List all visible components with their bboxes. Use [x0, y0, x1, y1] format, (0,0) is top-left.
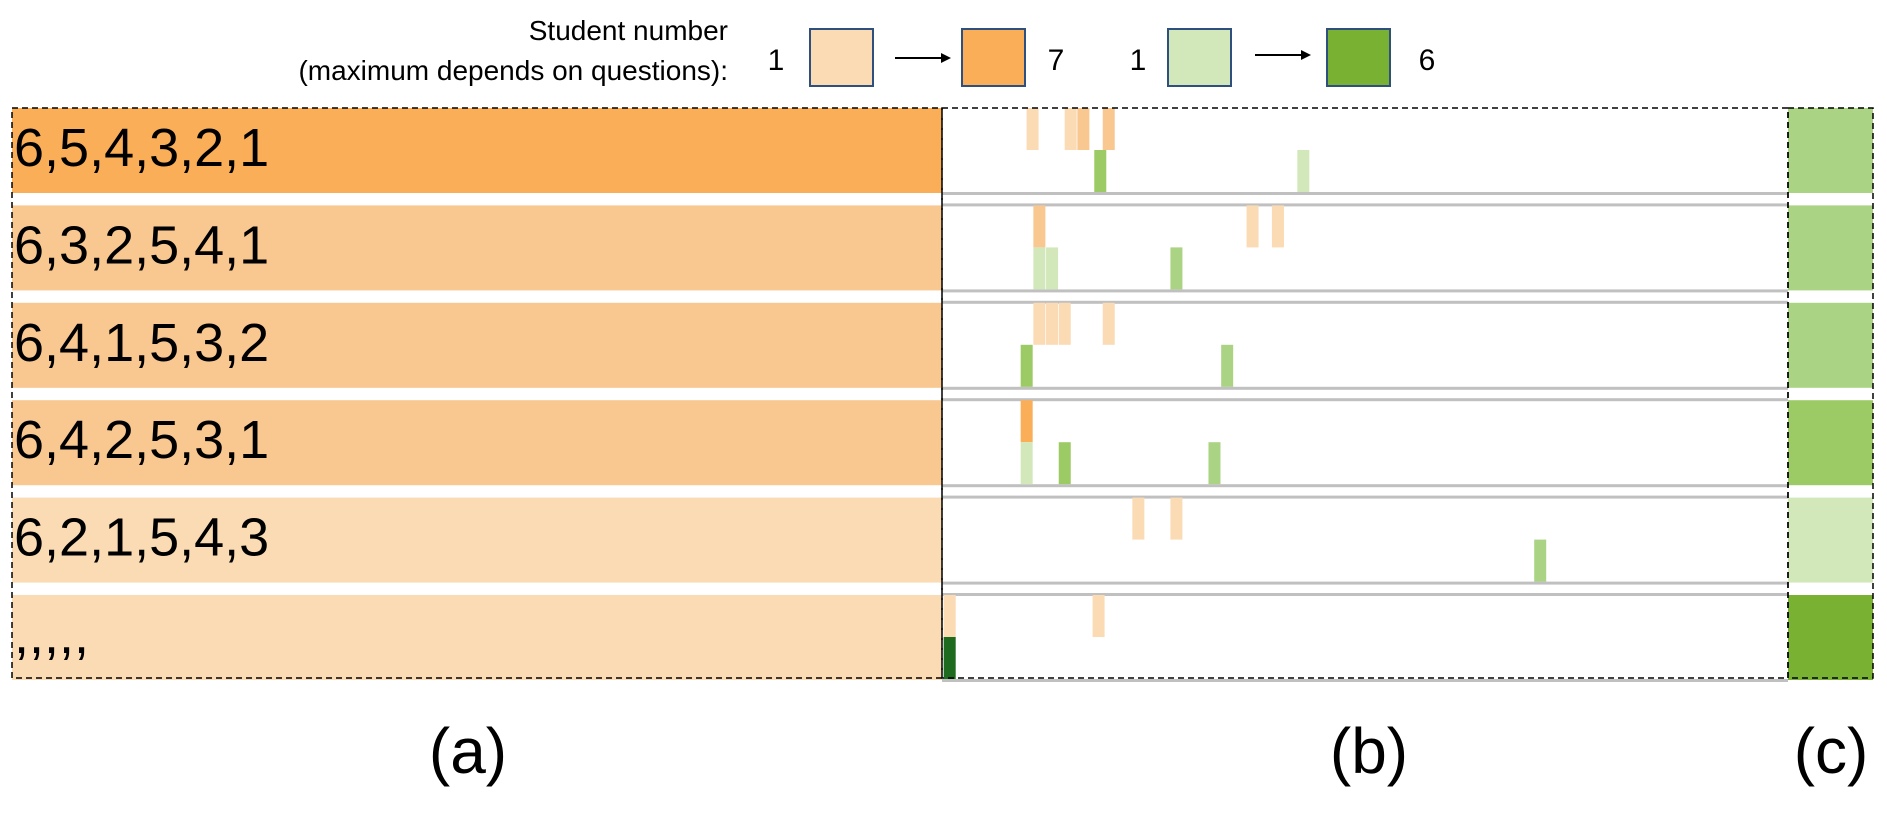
orange-tick — [1092, 595, 1105, 637]
row-separator — [942, 679, 1788, 682]
rows: 6,5,4,3,2,1 6,3,2,5,4,1 6,4,1,5,3,2 6,4,2,5… — [12, 108, 1873, 682]
row-separator — [942, 289, 1788, 293]
sequence-bar — [12, 400, 942, 486]
panel-a-border — [11, 107, 943, 679]
legend-green-max: 6 — [1419, 44, 1436, 77]
legend: Student number (maximum depends on quest… — [298, 15, 1436, 87]
orange-tick — [1033, 302, 1046, 345]
row-6: ,,,,, — [12, 593, 1873, 682]
sequence-bar — [12, 595, 942, 680]
summary-cell — [1788, 400, 1873, 486]
orange-tick — [943, 595, 956, 637]
legend-title-line2: (maximum depends on questions): — [298, 55, 728, 86]
orange-tick — [1046, 302, 1059, 345]
green-tick — [1534, 539, 1547, 582]
sequence-label: 6,4,1,5,3,2 — [14, 313, 269, 373]
summary-cell — [1788, 108, 1873, 193]
orange-tick — [1064, 108, 1077, 150]
legend-green-arrowhead — [1301, 50, 1311, 60]
green-tick — [1033, 247, 1046, 290]
sequence-label: 6,2,1,5,4,3 — [14, 508, 269, 568]
panel-c-border — [1787, 107, 1874, 679]
row-separator — [942, 484, 1788, 488]
sequence-bar — [12, 108, 942, 193]
row-2: 6,3,2,5,4,1 — [12, 203, 1873, 293]
row-3: 6,4,1,5,3,2 — [12, 300, 1873, 390]
sequence-bar — [12, 302, 942, 388]
row-separator — [942, 386, 1788, 390]
legend-orange-arrowhead — [941, 53, 951, 63]
panel-label-c: (c) — [1794, 715, 1869, 787]
panel-label-a: (a) — [429, 715, 507, 787]
orange-tick — [1246, 205, 1259, 248]
row-separator-top — [942, 300, 1788, 304]
orange-tick — [1271, 205, 1284, 248]
row-separator — [942, 581, 1788, 585]
green-tick — [1297, 150, 1310, 192]
green-tick — [943, 637, 956, 679]
orange-tick — [1102, 302, 1115, 345]
orange-tick — [1033, 205, 1046, 248]
sequence-label: ,,,,, — [14, 605, 89, 665]
green-tick — [1020, 442, 1033, 485]
summary-cell — [1788, 302, 1873, 388]
legend-orange-min: 1 — [768, 44, 785, 77]
row-separator-top — [942, 593, 1788, 596]
orange-tick — [1170, 497, 1183, 540]
legend-title-line1: Student number — [529, 15, 728, 46]
summary-cell — [1788, 595, 1873, 680]
green-tick — [1046, 247, 1059, 290]
panel-label-b: (b) — [1330, 715, 1408, 787]
legend-green-min-swatch — [1167, 28, 1232, 87]
orange-tick — [1020, 400, 1033, 443]
row-separator — [942, 192, 1788, 195]
orange-tick — [1058, 302, 1071, 345]
green-tick — [1170, 247, 1183, 290]
row-4: 6,4,2,5,3,1 — [12, 398, 1873, 488]
green-tick — [1094, 150, 1107, 192]
legend-orange-min-swatch — [809, 28, 874, 87]
summary-cell — [1788, 497, 1873, 583]
orange-tick — [1077, 108, 1090, 150]
row-separator-top — [942, 398, 1788, 402]
orange-tick — [1102, 108, 1115, 150]
sequence-label: 6,3,2,5,4,1 — [14, 215, 269, 275]
green-tick — [1208, 442, 1221, 485]
legend-orange-max-swatch — [961, 28, 1026, 87]
row-5: 6,2,1,5,4,3 — [12, 495, 1873, 585]
legend-orange-max: 7 — [1048, 44, 1065, 77]
row-1: 6,5,4,3,2,1 — [12, 108, 1873, 195]
orange-tick — [1132, 497, 1145, 540]
sequence-label: 6,4,2,5,3,1 — [14, 410, 269, 470]
row-separator-top — [942, 495, 1788, 499]
sequence-bar — [12, 497, 942, 583]
row-separator-top — [942, 203, 1788, 207]
summary-cell — [1788, 205, 1873, 291]
sequence-label: 6,5,4,3,2,1 — [14, 118, 269, 178]
legend-green-max-swatch — [1326, 28, 1391, 87]
green-tick — [1020, 344, 1033, 387]
green-tick — [1058, 442, 1071, 485]
legend-green-min: 1 — [1130, 44, 1147, 77]
orange-tick — [1026, 108, 1039, 150]
sequence-bar — [12, 205, 942, 291]
green-tick — [1221, 344, 1234, 387]
